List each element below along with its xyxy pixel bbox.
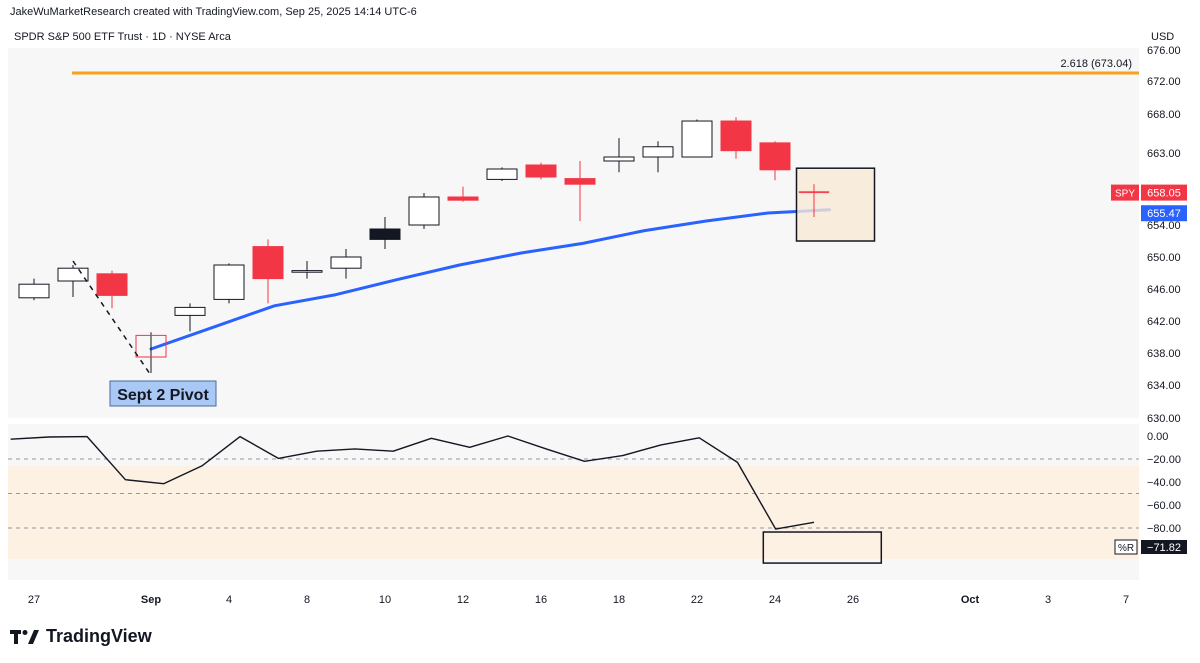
- candle-body: [759, 142, 791, 171]
- date-tick-label: 27: [28, 594, 40, 606]
- last-candle-body: [799, 191, 829, 193]
- wr-axis: 0.00 −20.00 −40.00 −60.00 −80.00: [1147, 431, 1181, 535]
- spy-price-text: 658.05: [1147, 188, 1181, 200]
- spy-tag-box: [1111, 184, 1139, 201]
- annotations: Sept 2 Pivot: [72, 167, 876, 407]
- candle-body: [57, 267, 89, 282]
- fib-level-label: 2.618 (673.04): [1060, 58, 1132, 70]
- candle-body: [720, 120, 752, 152]
- price-tick-label: 654.00: [1147, 220, 1181, 232]
- date-tick-label: 8: [304, 594, 310, 606]
- date-tick-label: 22: [691, 594, 703, 606]
- date-tick-label: 3: [1045, 594, 1051, 606]
- date-tick-label: 10: [379, 594, 391, 606]
- candle-body: [525, 164, 557, 178]
- candle-body: [564, 178, 596, 185]
- wr-layer: [10, 435, 883, 564]
- spy-price-box: [1141, 184, 1187, 201]
- wr-highlight-box: [762, 531, 883, 564]
- fib-level: 2.618 (673.04): [72, 58, 1139, 75]
- candle-body: [252, 246, 284, 280]
- chart-attribution: JakeWuMarketResearch created with Tradin…: [10, 6, 417, 18]
- price-tick-label: 668.00: [1147, 109, 1181, 121]
- date-tick-label: 16: [535, 594, 547, 606]
- spy-tag-text: SPY: [1115, 189, 1135, 200]
- pivot-annotation-text: Sept 2 Pivot: [117, 387, 209, 404]
- candles: [18, 117, 830, 373]
- price-tick-label: 634.00: [1147, 380, 1181, 392]
- price-tick-label: 646.00: [1147, 284, 1181, 296]
- candle-body: [369, 228, 401, 240]
- ema-layer: [149, 208, 832, 351]
- candle-body: [291, 270, 323, 273]
- date-tick-label: 24: [769, 594, 781, 606]
- ema-line: [149, 208, 832, 351]
- tradingview-logo-icon: [10, 629, 39, 644]
- price-axis: 630.00 634.00 638.00 642.00 646.00 650.00 654.…: [1147, 45, 1181, 425]
- candle-body: [174, 306, 206, 316]
- wr-tick-label: −80.00: [1147, 523, 1181, 535]
- price-tick-label: 630.00: [1147, 413, 1181, 425]
- time-axis: 27 Sep 4 8 10 12 16 18 22 24 26 Oct 3 7: [28, 594, 1129, 606]
- indicator-band: [8, 466, 1139, 559]
- price-tick-label: 663.00: [1147, 148, 1181, 160]
- pivot-trendline: [72, 260, 152, 376]
- price-tick-label: 638.00: [1147, 348, 1181, 360]
- wr-value-box: [1141, 540, 1187, 554]
- price-tick-label: 672.00: [1147, 76, 1181, 88]
- currency-label[interactable]: USD: [1151, 31, 1175, 43]
- date-tick-label: Oct: [961, 594, 980, 606]
- candle-body: [135, 334, 167, 358]
- price-tick-label: 676.00: [1147, 45, 1181, 57]
- candle-body: [18, 283, 50, 299]
- date-tick-label: Sep: [141, 594, 161, 606]
- candle-body: [96, 273, 128, 296]
- wr-tag-text: %R: [1118, 543, 1134, 554]
- candle-body: [603, 156, 635, 162]
- last-candle-highlight-box: [795, 167, 876, 242]
- symbol-title[interactable]: SPDR S&P 500 ETF Trust · 1D · NYSE Arca: [14, 31, 231, 43]
- wr-value-text: −71.82: [1147, 542, 1181, 554]
- tradingview-logo[interactable]: TradingView: [10, 626, 152, 647]
- candle-body: [213, 264, 245, 300]
- wr-tick-label: −60.00: [1147, 500, 1181, 512]
- date-tick-label: 4: [226, 594, 232, 606]
- wr-tick-label: −20.00: [1147, 454, 1181, 466]
- candle-body: [447, 196, 479, 201]
- candle-body: [486, 168, 518, 180]
- date-tick-label: 12: [457, 594, 469, 606]
- date-tick-label: 18: [613, 594, 625, 606]
- candle-body: [408, 196, 440, 226]
- price-tick-label: 642.00: [1147, 316, 1181, 328]
- date-tick-label: 26: [847, 594, 859, 606]
- wr-line: [10, 435, 815, 530]
- last-value-labels: SPY 658.05 655.47 %R −71.82: [1111, 184, 1187, 555]
- price-tick-label: 650.00: [1147, 252, 1181, 264]
- candle-body: [642, 146, 674, 158]
- candle-body: [330, 256, 362, 269]
- pivot-annotation-box: [109, 380, 217, 407]
- price-pane-background: [8, 48, 1139, 418]
- wr-tag-box: [1114, 539, 1138, 555]
- wr-tick-label: 0.00: [1147, 431, 1168, 443]
- candle-body: [681, 120, 713, 158]
- ema-price-text: 655.47: [1147, 208, 1181, 220]
- date-tick-label: 7: [1123, 594, 1129, 606]
- ema-price-box: [1141, 205, 1187, 222]
- wr-tick-label: −40.00: [1147, 477, 1181, 489]
- tradingview-logo-text: TradingView: [46, 626, 152, 646]
